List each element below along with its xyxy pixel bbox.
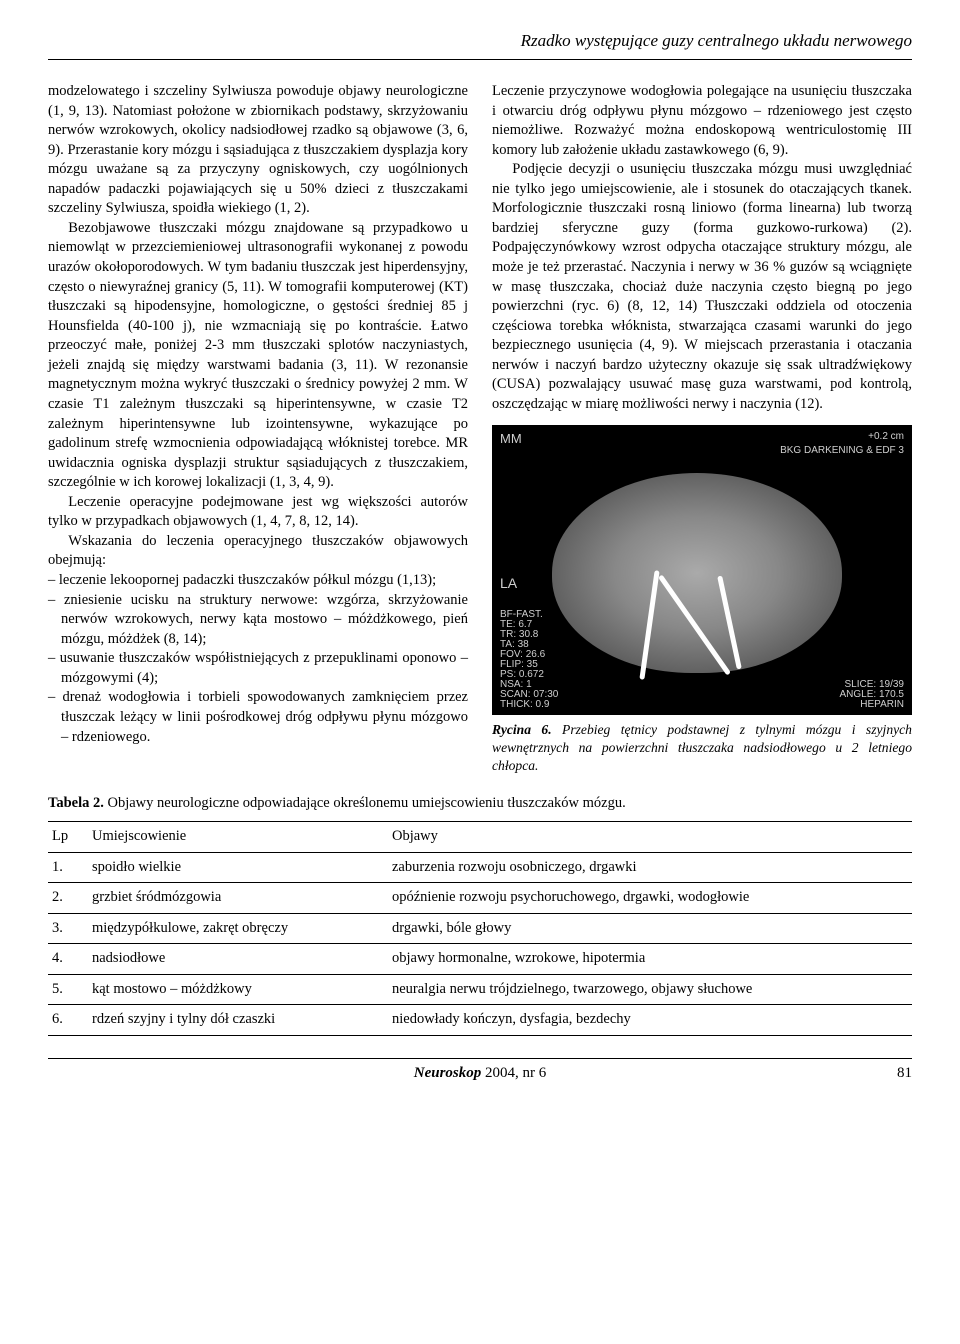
table-number: Tabela 2. — [48, 795, 104, 811]
bullet-list: – leczenie lekoopornej padaczki tłuszcza… — [48, 571, 468, 747]
journal-issue: 2004, nr 6 — [481, 1065, 546, 1081]
table-caption-text: Objawy neurologiczne odpowiadające okreś… — [104, 795, 626, 811]
table-header: Objawy — [388, 822, 912, 853]
paragraph: Bezobjawowe tłuszczaki mózgu znajdowane … — [48, 219, 468, 493]
table-cell: grzbiet śródmózgowia — [88, 883, 388, 914]
list-item: – drenaż wodogłowia i torbieli spowodowa… — [48, 688, 468, 747]
figure-caption-text: Przebieg tętnicy podstawnej z tylnymi mó… — [492, 722, 912, 774]
list-item: – zniesienie ucisku na struktury nerwowe… — [48, 591, 468, 650]
table-cell: 5. — [48, 974, 88, 1005]
table-cell: 6. — [48, 1005, 88, 1036]
paragraph: Podjęcie decyzji o usunięciu tłuszczaka … — [492, 160, 912, 414]
mri-label: +0.2 cm — [868, 431, 904, 443]
table-row: 2. grzbiet śródmózgowia opóźnienie rozwo… — [48, 883, 912, 914]
table-header: Lp — [48, 822, 88, 853]
mri-label: BKG DARKENING & EDF 3 — [780, 445, 904, 457]
mri-image: MM +0.2 cm BKG DARKENING & EDF 3 LA BF-F… — [492, 425, 912, 715]
paragraph: Leczenie operacyjne podejmowane jest wg … — [48, 493, 468, 532]
table-cell: spoidło wielkie — [88, 852, 388, 883]
two-column-layout: modzelowatego i szczeliny Sylwiusza powo… — [48, 82, 912, 776]
table-cell: rdzeń szyjny i tylny dół czaszki — [88, 1005, 388, 1036]
table-cell: 3. — [48, 913, 88, 944]
paragraph: Wskazania do leczenia operacyjnego tłusz… — [48, 532, 468, 571]
list-item: – leczenie lekoopornej padaczki tłuszcza… — [48, 571, 468, 591]
table-cell: 4. — [48, 944, 88, 975]
mri-label: LA — [500, 575, 517, 592]
table-row: 1. spoidło wielkie zaburzenia rozwoju os… — [48, 852, 912, 883]
table-cell: opóźnienie rozwoju psychoruchowego, drga… — [388, 883, 912, 914]
table-cell: neuralgia nerwu trójdzielnego, twarzoweg… — [388, 974, 912, 1005]
table-cell: niedowłady kończyn, dysfagia, bezdechy — [388, 1005, 912, 1036]
running-header: Rzadko występujące guzy centralnego ukła… — [48, 30, 912, 60]
mri-label: HEPARIN — [860, 699, 904, 711]
page-footer: Neuroskop 2004, nr 6 81 — [48, 1058, 912, 1083]
table-header-row: Lp Umiejscowienie Objawy — [48, 822, 912, 853]
table-cell: 2. — [48, 883, 88, 914]
paragraph: modzelowatego i szczeliny Sylwiusza powo… — [48, 82, 468, 219]
table-cell: drgawki, bóle głowy — [388, 913, 912, 944]
table-row: 5. kąt mostowo – móżdżkowy neuralgia ner… — [48, 974, 912, 1005]
table-caption: Tabela 2. Objawy neurologiczne odpowiada… — [48, 794, 912, 814]
paragraph: Leczenie przyczynowe wodogłowia polegają… — [492, 82, 912, 160]
figure-6: MM +0.2 cm BKG DARKENING & EDF 3 LA BF-F… — [492, 425, 912, 776]
table-row: 4. nadsiodłowe objawy hormonalne, wzroko… — [48, 944, 912, 975]
table-row: 3. międzypółkulowe, zakręt obręczy drgaw… — [48, 913, 912, 944]
table-cell: kąt mostowo – móżdżkowy — [88, 974, 388, 1005]
table-cell: 1. — [48, 852, 88, 883]
figure-caption: Rycina 6. Przebieg tętnicy podstawnej z … — [492, 721, 912, 776]
table-cell: zaburzenia rozwoju osobniczego, drgawki — [388, 852, 912, 883]
symptoms-table: Lp Umiejscowienie Objawy 1. spoidło wiel… — [48, 821, 912, 1036]
page-number: 81 — [897, 1063, 912, 1083]
table-cell: objawy hormonalne, wzrokowe, hipotermia — [388, 944, 912, 975]
left-column: modzelowatego i szczeliny Sylwiusza powo… — [48, 82, 468, 776]
table-cell: międzypółkulowe, zakręt obręczy — [88, 913, 388, 944]
list-item: – usuwanie tłuszczaków współistniejących… — [48, 649, 468, 688]
right-column: Leczenie przyczynowe wodogłowia polegają… — [492, 82, 912, 776]
table-cell: nadsiodłowe — [88, 944, 388, 975]
table-row: 6. rdzeń szyjny i tylny dół czaszki nied… — [48, 1005, 912, 1036]
mri-label: MM — [500, 431, 522, 447]
mri-label: THICK: 0.9 — [500, 699, 549, 711]
figure-number: Rycina 6. — [492, 722, 552, 737]
journal-name: Neuroskop — [414, 1065, 482, 1081]
table-header: Umiejscowienie — [88, 822, 388, 853]
